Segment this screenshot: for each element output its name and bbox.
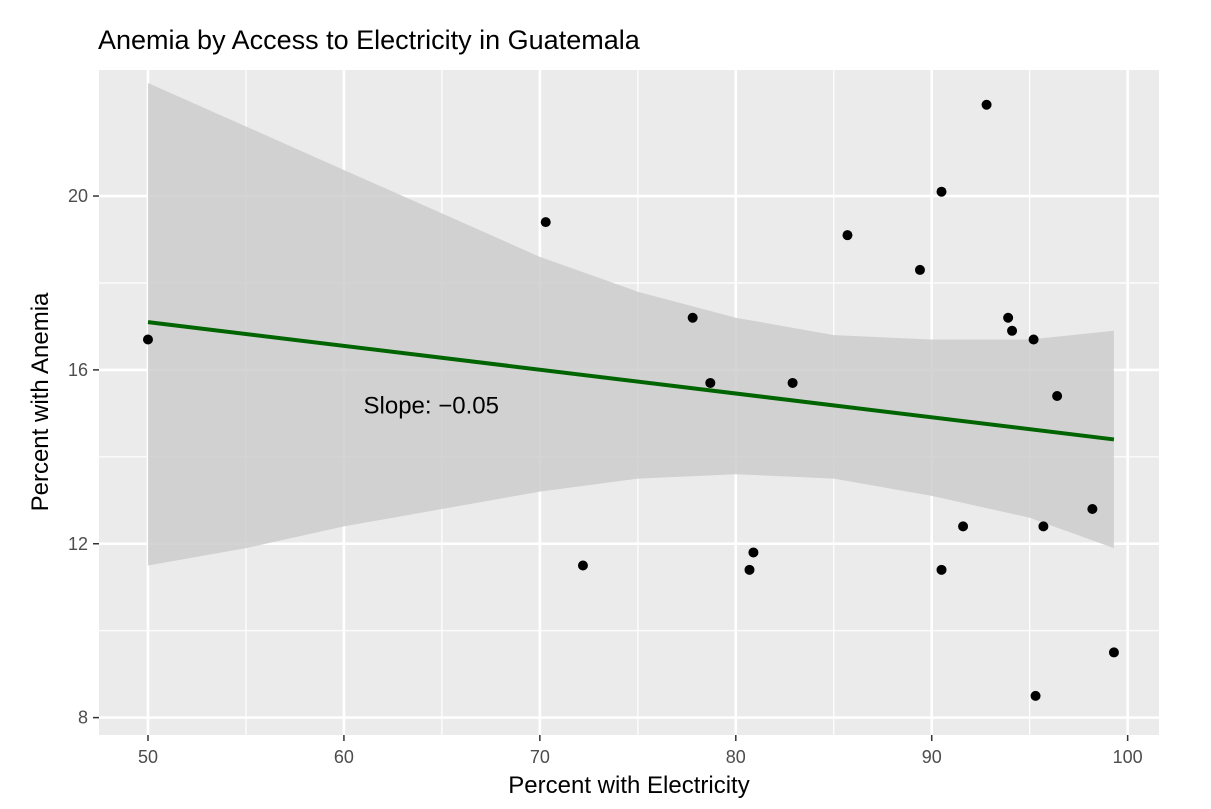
y-tick-label: 8 — [78, 708, 88, 728]
x-tick-label: 50 — [138, 747, 158, 767]
data-point — [577, 560, 588, 571]
data-point — [744, 564, 755, 575]
confidence-band — [148, 83, 1114, 566]
data-point — [842, 230, 853, 241]
x-tick-label: 70 — [530, 747, 550, 767]
data-point — [1052, 390, 1063, 401]
data-point — [540, 217, 551, 228]
x-axis-ticks: 50 60 70 80 90 100 — [138, 735, 1143, 767]
data-point — [705, 377, 716, 388]
data-point — [1030, 690, 1041, 701]
data-point — [1007, 325, 1018, 336]
data-point — [1108, 647, 1119, 658]
data-point — [142, 334, 153, 345]
x-axis-title: Percent with Electricity — [508, 772, 749, 799]
data-point — [1003, 312, 1014, 323]
data-point — [936, 564, 947, 575]
data-point — [787, 377, 798, 388]
x-tick-label: 60 — [334, 747, 354, 767]
data-point — [958, 521, 969, 532]
data-point — [914, 264, 925, 275]
y-axis-title: Percent with Anemia — [27, 292, 54, 511]
chart-title: Anemia by Access to Electricity in Guate… — [98, 25, 641, 55]
y-axis-ticks: 8 12 16 20 — [68, 186, 99, 728]
trend-line — [147, 320, 1115, 442]
data-points — [142, 99, 1119, 701]
y-tick-label: 20 — [68, 186, 88, 206]
x-tick-label: 100 — [1113, 747, 1143, 767]
x-tick-label: 90 — [922, 747, 942, 767]
data-point — [748, 547, 759, 558]
slope-annotation: Slope: −0.05 — [364, 392, 499, 419]
y-tick-label: 12 — [68, 534, 88, 554]
data-point — [1038, 521, 1049, 532]
data-point — [936, 186, 947, 197]
data-point — [1028, 334, 1039, 345]
data-point — [1087, 503, 1098, 514]
data-point — [687, 312, 698, 323]
x-tick-label: 80 — [726, 747, 746, 767]
data-point — [981, 99, 992, 110]
y-tick-label: 16 — [68, 360, 88, 380]
